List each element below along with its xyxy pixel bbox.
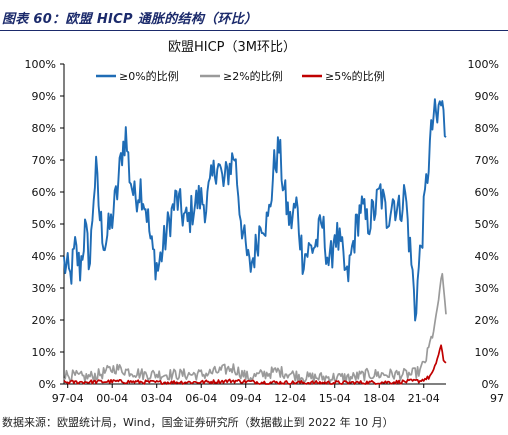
right-tick-label: 0% [482, 378, 499, 391]
right-tick-label: 40% [475, 250, 499, 263]
left-tick-label: 80% [32, 122, 56, 135]
x-tick-label: 03-04 [141, 392, 173, 405]
right-tick-label: 10% [475, 346, 499, 359]
left-y-axis: 0% 10% 20% 30% 40% 50% 60% 70% 80% 90% 100% [25, 58, 65, 391]
right-tick-label: 50% [475, 218, 499, 231]
left-tick-label: 70% [32, 154, 56, 167]
legend-label: ≥5%的比例 [325, 69, 385, 83]
legend-label: ≥0%的比例 [119, 69, 179, 83]
right-y-axis: 0% 10% 20% 30% 40% 50% 60% 70% 80% 90% 100% 97 [468, 58, 504, 405]
left-tick-label: 10% [32, 346, 56, 359]
x-tick-label: 15-04 [319, 392, 351, 405]
x-tick-label: 21-04 [408, 392, 440, 405]
hicp-line-chart: 欧盟HICP（3M环比） ≥0%的比例 ≥2%的比例 ≥5%的比例 0% 10% 20%… [25, 40, 504, 405]
series-line-2 [63, 272, 447, 384]
right-tick-label: 70% [475, 154, 499, 167]
legend-label: ≥2%的比例 [223, 69, 283, 83]
left-tick-label: 40% [32, 250, 56, 263]
right-tick-label: 30% [475, 282, 499, 295]
x-tick-label: 97-04 [52, 392, 84, 405]
figure-caption: 图表 60：欧盟 HICP 通胀的结构（环比） [2, 12, 258, 27]
x-tick-label: 18-04 [363, 392, 395, 405]
left-tick-label: 30% [32, 282, 56, 295]
left-tick-label: 20% [32, 314, 56, 327]
x-tick-label: 00-04 [96, 392, 128, 405]
source-note: 数据来源：欧盟统计局，Wind，国金证券研究所（数据截止到 2022 年 10 … [2, 416, 394, 429]
chart-title: 欧盟HICP（3M环比） [168, 40, 296, 55]
left-tick-label: 60% [32, 186, 56, 199]
right-tick-label: 60% [475, 186, 499, 199]
left-tick-label: 50% [32, 218, 56, 231]
series-layer [63, 98, 447, 385]
right-tick-label: 20% [475, 314, 499, 327]
series-line-3 [63, 344, 447, 385]
x-tick-label: 12-04 [274, 392, 306, 405]
right-tick-label: 90% [475, 90, 499, 103]
left-tick-label: 0% [39, 378, 56, 391]
left-tick-label: 100% [25, 58, 56, 71]
x-axis: 97-04 00-04 03-04 06-04 09-04 12-04 15-04 18-04… [52, 383, 446, 405]
right-tick-label: 100% [468, 58, 499, 71]
x-tick-label: 09-04 [230, 392, 262, 405]
chart-legend: ≥0%的比例 ≥2%的比例 ≥5%的比例 [96, 69, 385, 83]
series-line-1 [63, 98, 447, 322]
x-tick-label: 06-04 [185, 392, 217, 405]
right-partial-x-label: 97 [490, 392, 504, 405]
right-tick-label: 80% [475, 122, 499, 135]
left-tick-label: 90% [32, 90, 56, 103]
caption-divider [0, 30, 508, 31]
